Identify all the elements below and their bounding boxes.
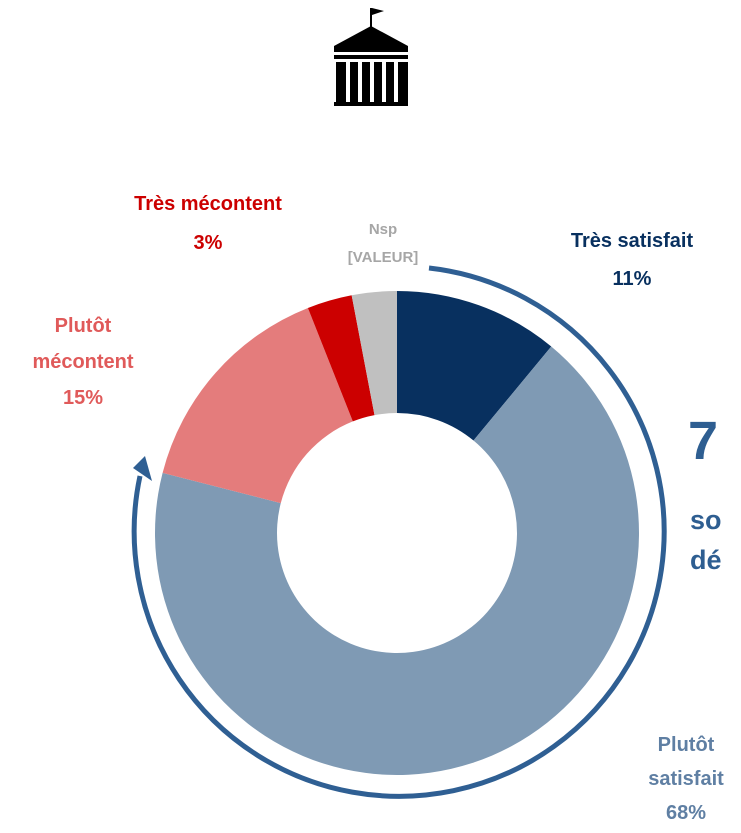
- donut-slice: [307, 295, 375, 422]
- category-label: Très satisfait: [570, 230, 694, 252]
- category-label: Très mécontent: [134, 193, 282, 215]
- annotation: dé: [690, 545, 722, 575]
- slice-label: Plutôt mécontent 15%: [3, 308, 163, 416]
- donut-slice: [397, 291, 552, 441]
- slice-label: Très satisfait 11%: [532, 222, 732, 298]
- building-icon: [334, 8, 408, 106]
- value-label: 68%: [665, 802, 707, 824]
- arrow: [131, 265, 667, 799]
- category-label: Nsp: [368, 221, 398, 238]
- value-label: 3%: [193, 232, 223, 254]
- annotation: 7: [688, 411, 719, 471]
- category-label: Plutôt satisfait: [648, 734, 724, 790]
- slice-label: Très mécontent 3%: [128, 185, 288, 263]
- slice-label: Plutôt satisfait 68%: [631, 728, 741, 830]
- annotation: so: [690, 505, 722, 535]
- slice-label: Nsp [VALEUR]: [323, 216, 443, 272]
- value-label: 15%: [62, 387, 104, 409]
- value-label: 11%: [612, 268, 652, 290]
- category-label: Plutôt mécontent: [32, 315, 134, 373]
- donut-slice: [154, 346, 640, 775]
- donut-slice: [351, 291, 397, 416]
- value-label: [VALEUR]: [347, 249, 419, 266]
- donut-slice: [162, 307, 353, 504]
